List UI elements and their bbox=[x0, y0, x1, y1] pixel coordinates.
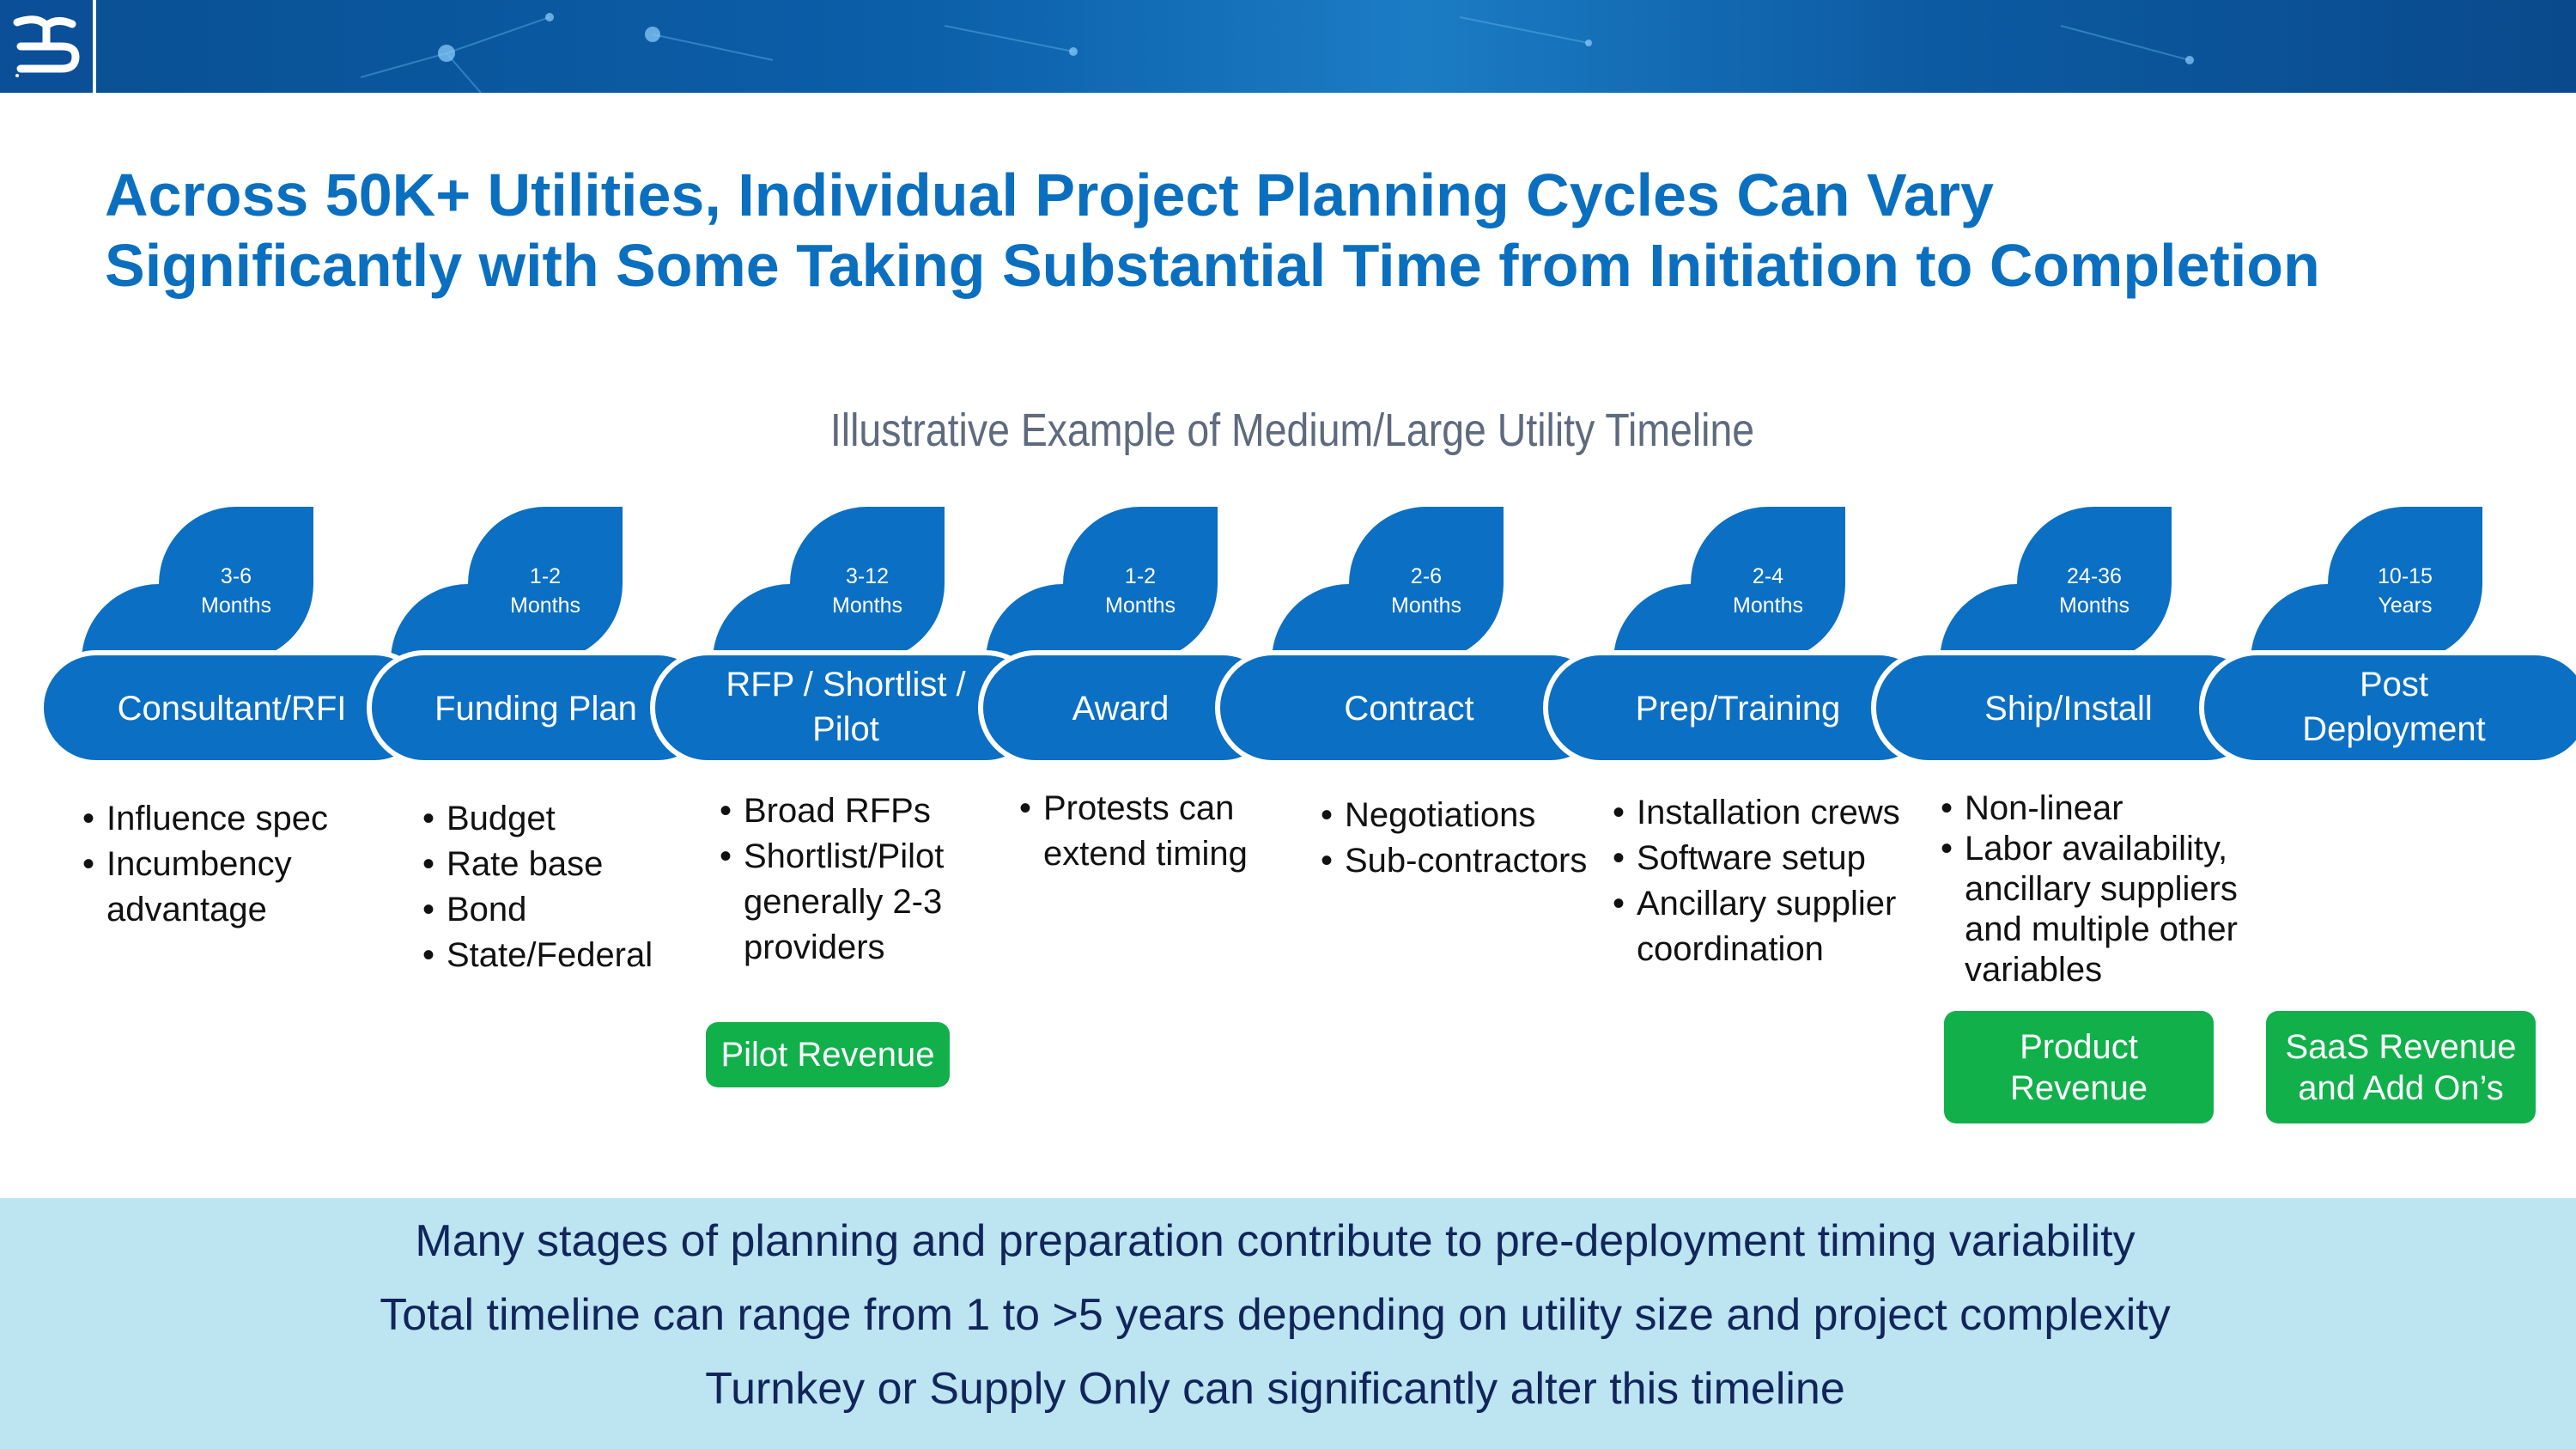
page-title-line-1: Across 50K+ Utilities, Individual Projec… bbox=[105, 161, 1994, 228]
pilot-revenue-label: Pilot Revenue bbox=[720, 1036, 935, 1074]
page-title: Across 50K+ Utilities, Individual Projec… bbox=[105, 160, 2543, 301]
duration-text-funding-plan: Months bbox=[510, 594, 580, 618]
stage-label-rfp-shortlist-pilot: RFP / Shortlist / bbox=[726, 666, 966, 703]
stage-bullet-item: Labor availability,ancillary suppliersan… bbox=[1941, 829, 2238, 990]
stage-bullet-item: Budget bbox=[422, 796, 653, 842]
stage-label-contract: Contract bbox=[1344, 690, 1473, 728]
saas-revenue-label-line-2: and Add On’s bbox=[2298, 1068, 2504, 1107]
stage-bullet-item: Negotiations bbox=[1321, 793, 1587, 838]
stage-bullet-item: Non-linear bbox=[1941, 788, 2238, 829]
logo-box bbox=[0, 0, 96, 93]
product-revenue-label-line-1: Product bbox=[2020, 1027, 2138, 1066]
stage-bullet-item: Sub-contractors bbox=[1321, 838, 1587, 884]
duration-text-contract: Months bbox=[1391, 594, 1461, 618]
duration-text-prep-training: 2-4 bbox=[1753, 564, 1783, 588]
duration-text-funding-plan: 1-2 bbox=[530, 564, 561, 588]
page-title-line-2: Significantly with Some Taking Substanti… bbox=[105, 232, 2320, 299]
header-banner bbox=[0, 0, 2576, 93]
duration-text-rfp-shortlist-pilot: Months bbox=[832, 594, 902, 618]
pilot-revenue-box: Pilot Revenue bbox=[706, 1022, 950, 1087]
timeline-graphic: 3-6 Months 1-2 Months 3-12 Months 1-2 Months 2-6… bbox=[39, 507, 2576, 765]
stage-bullet-item: Bond bbox=[422, 887, 653, 933]
summary-line-3: Turnkey or Supply Only can significantly… bbox=[705, 1364, 1845, 1414]
stage-bullets-consultant-rfi: Influence specIncumbencyadvantage bbox=[82, 796, 328, 933]
duration-text-consultant-rfi: Months bbox=[201, 594, 271, 618]
stage-bullets-funding-plan: BudgetRate baseBondState/Federal bbox=[422, 796, 653, 978]
duration-text-consultant-rfi: 3-6 bbox=[221, 564, 252, 588]
summary-band: Many stages of planning and preparation … bbox=[0, 1198, 2576, 1449]
stage-label-funding-plan: Funding Plan bbox=[434, 690, 637, 728]
stage-pill-post-deployment bbox=[2199, 650, 2576, 765]
stage-bullet-item: State/Federal bbox=[422, 933, 653, 978]
duration-text-ship-install: Months bbox=[2059, 594, 2129, 618]
stage-bullet-item: Influence spec bbox=[82, 796, 328, 842]
stage-label-award: Award bbox=[1072, 690, 1170, 728]
stage-bullets-prep-training: Installation crewsSoftware setupAncillar… bbox=[1613, 790, 1900, 972]
stage-label-consultant-rfi: Consultant/RFI bbox=[118, 690, 347, 728]
timeline-subtitle: Illustrative Example of Medium/Large Uti… bbox=[829, 405, 1755, 456]
stage-bullets-contract: NegotiationsSub-contractors bbox=[1321, 793, 1587, 884]
company-logo-icon bbox=[13, 15, 80, 77]
product-revenue-box: Product Revenue bbox=[1944, 1011, 2214, 1123]
summary-line-1: Many stages of planning and preparation … bbox=[415, 1216, 2136, 1266]
network-graphic bbox=[360, 13, 2194, 93]
stage-label-post-deployment: Deployment bbox=[2302, 710, 2485, 748]
duration-text-rfp-shortlist-pilot: 3-12 bbox=[846, 564, 889, 588]
stage-label-rfp-shortlist-pilot: Pilot bbox=[812, 710, 879, 748]
product-revenue-label-line-2: Revenue bbox=[2009, 1068, 2148, 1107]
stage-bullet-item: Installation crews bbox=[1613, 790, 1900, 836]
stage-label-prep-training: Prep/Training bbox=[1636, 690, 1841, 728]
duration-text-contract: 2-6 bbox=[1411, 564, 1442, 588]
duration-text-ship-install: 24-36 bbox=[2067, 564, 2122, 588]
duration-text-award: 1-2 bbox=[1125, 564, 1156, 588]
duration-text-post-deployment: 10-15 bbox=[2378, 564, 2433, 588]
summary-line-2: Total timeline can range from 1 to >5 ye… bbox=[380, 1290, 2171, 1340]
stage-label-ship-install: Ship/Install bbox=[1984, 690, 2153, 728]
saas-revenue-label-line-1: SaaS Revenue bbox=[2285, 1027, 2517, 1066]
stage-bullet-item: Software setup bbox=[1613, 836, 1900, 881]
duration-text-post-deployment: Years bbox=[2378, 594, 2432, 618]
duration-text-award: Months bbox=[1105, 594, 1176, 618]
stage-bullet-item: Broad RFPs bbox=[720, 788, 944, 834]
duration-text-prep-training: Months bbox=[1733, 594, 1803, 618]
saas-revenue-box: SaaS Revenue and Add On’s bbox=[2266, 1011, 2536, 1123]
stage-bullet-item: Rate base bbox=[422, 842, 653, 887]
stage-label-post-deployment: Post bbox=[2360, 666, 2428, 703]
stage-bullets-ship-install: Non-linearLabor availability,ancillary s… bbox=[1941, 788, 2238, 990]
